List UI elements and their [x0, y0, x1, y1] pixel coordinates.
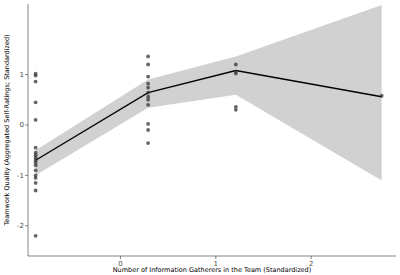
- point: [146, 91, 150, 95]
- point: [34, 163, 38, 167]
- chart: 012-2-101Number of Information Gatherers…: [0, 0, 400, 275]
- point: [146, 103, 150, 107]
- y-axis-line: [28, 4, 29, 256]
- point: [34, 189, 38, 193]
- point: [234, 63, 238, 67]
- x-axis-line: [28, 256, 396, 257]
- y-tick-label: 1: [20, 71, 24, 79]
- point: [146, 122, 150, 126]
- y-tick-label: -1: [17, 172, 24, 180]
- point: [146, 141, 150, 145]
- point: [34, 80, 38, 84]
- point: [146, 55, 150, 59]
- point: [146, 75, 150, 79]
- y-tick: [25, 74, 28, 75]
- point: [146, 82, 150, 86]
- point: [34, 181, 38, 185]
- x-tick: [215, 256, 216, 259]
- point: [34, 100, 38, 104]
- point: [380, 94, 384, 98]
- plot-area: [34, 5, 384, 238]
- point: [146, 86, 150, 90]
- x-tick: [120, 256, 121, 259]
- point: [234, 72, 238, 76]
- point: [34, 168, 38, 172]
- y-tick: [25, 175, 28, 176]
- confidence-band: [36, 5, 382, 180]
- y-axis-title: Teamwork Quality (Aggregated Self-Rating…: [3, 34, 11, 226]
- trend-line: [36, 71, 382, 161]
- y-tick: [25, 225, 28, 226]
- point: [146, 128, 150, 132]
- point: [34, 74, 38, 78]
- point: [146, 98, 150, 102]
- x-axis-title: Number of Information Gatherers in the T…: [113, 266, 312, 274]
- y-tick-label: 0: [20, 121, 24, 129]
- point: [34, 234, 38, 238]
- point: [234, 108, 238, 112]
- y-tick: [25, 124, 28, 125]
- x-tick: [311, 256, 312, 259]
- point: [34, 176, 38, 180]
- point: [146, 63, 150, 67]
- point: [34, 146, 38, 150]
- point: [34, 118, 38, 122]
- y-tick-label: -2: [17, 222, 24, 230]
